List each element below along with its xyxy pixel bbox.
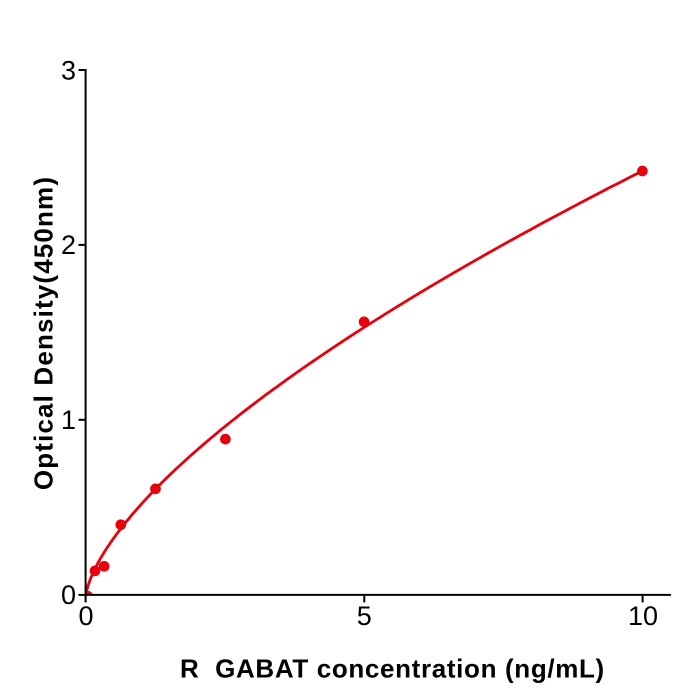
svg-text:5: 5 [357,601,372,631]
svg-text:1: 1 [61,405,76,435]
svg-text:0: 0 [78,601,93,631]
svg-text:10: 10 [628,601,658,631]
svg-text:2: 2 [61,230,76,260]
svg-text:R GABAT concentration (ng/mL): R GABAT concentration (ng/mL) [180,654,605,684]
svg-text:3: 3 [61,55,76,85]
svg-text:Optical Density(450nm): Optical Density(450nm) [28,176,58,490]
svg-text:0: 0 [61,580,76,610]
